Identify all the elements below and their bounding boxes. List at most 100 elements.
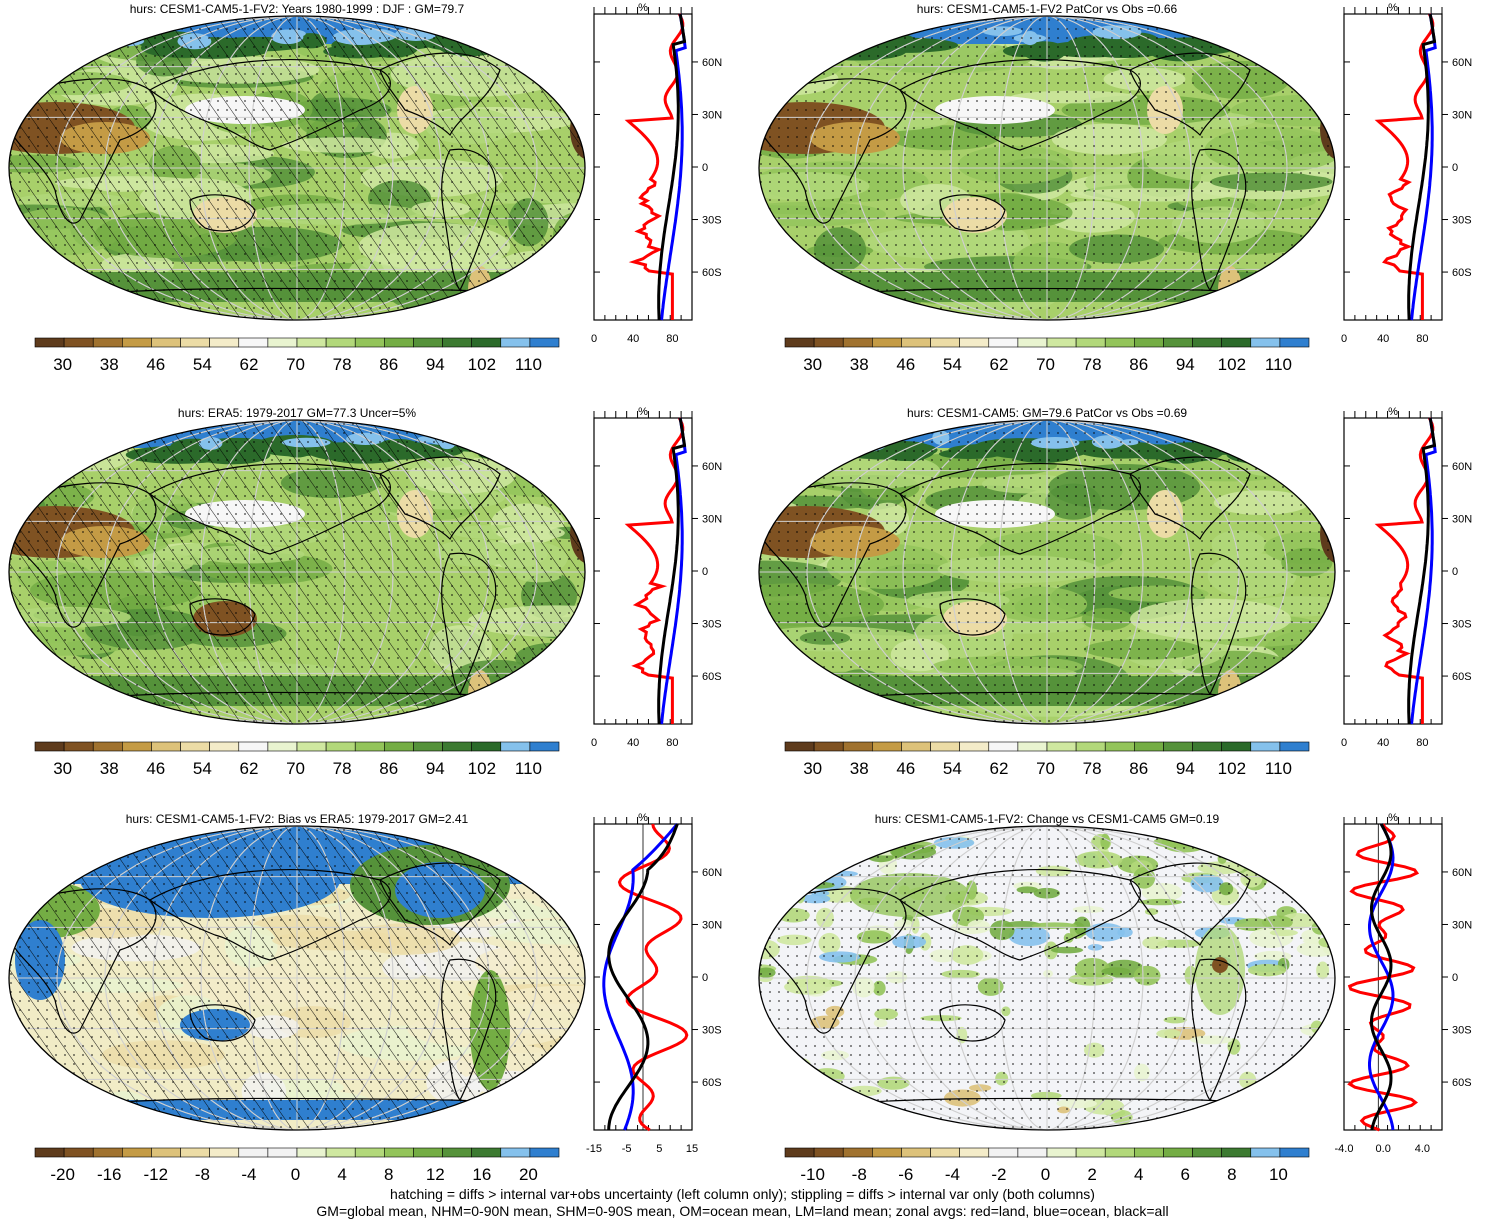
latitude-label: 60N bbox=[702, 461, 722, 473]
colorbar-swatch bbox=[842, 741, 873, 752]
zonal-tick-label: -5 bbox=[622, 1143, 632, 1155]
latitude-label: 60N bbox=[1452, 867, 1472, 879]
colorbar-swatch bbox=[34, 337, 65, 348]
colorbar-swatch bbox=[813, 1147, 844, 1158]
latitude-label: 60N bbox=[702, 57, 722, 69]
colorbar-swatch bbox=[500, 1147, 531, 1158]
zonal-tick-label: 0 bbox=[591, 333, 597, 345]
latitude-label: 30S bbox=[1452, 1025, 1472, 1037]
colorbar-swatch bbox=[842, 1147, 873, 1158]
colorbar-label: 54 bbox=[193, 759, 212, 778]
zonal-tick-label: 5 bbox=[656, 1143, 662, 1155]
colorbar-swatch bbox=[1075, 337, 1106, 348]
colorbar-swatch bbox=[1192, 1147, 1222, 1158]
panel-graphics: -10 -8 -6 -4 -2 0 2 4 6 8 10% -4.0 0.0 4.0 60N 30N 0 30S 6… bbox=[758, 812, 1473, 1184]
zonal-tick-label: 80 bbox=[1416, 737, 1428, 749]
colorbar-label: -12 bbox=[144, 1165, 169, 1184]
colorbar-swatch bbox=[872, 741, 902, 752]
latitude-label: 30S bbox=[702, 1025, 722, 1037]
stippling-overlay bbox=[759, 16, 1335, 320]
colorbar-swatch bbox=[122, 741, 152, 752]
latitude-label: 60S bbox=[702, 1077, 722, 1089]
colorbar-swatch bbox=[1104, 337, 1135, 348]
colorbar-label: 54 bbox=[943, 759, 962, 778]
colorbar-label: -8 bbox=[195, 1165, 210, 1184]
colorbar-swatch bbox=[267, 741, 298, 752]
colorbar-swatch bbox=[1017, 1147, 1048, 1158]
colorbar-swatch bbox=[1221, 741, 1252, 752]
colorbar-label: 30 bbox=[53, 355, 72, 374]
panel-graphics: 30 38 46 54 62 70 78 86 94 102 110% 0 40 80 60N 30N 0 30S… bbox=[8, 406, 722, 778]
zonal-mean-plot: % -4.0 0.0 4.0 60N 30N 0 30S 60S bbox=[1335, 812, 1473, 1155]
colorbar-swatch bbox=[296, 1147, 327, 1158]
zonal-mean-plot: % 0 40 80 60N 30N 0 30S 60S bbox=[1341, 406, 1472, 749]
panel-p1: hurs: CESM1-CAM5-1-FV2: Years 1980-1999 … bbox=[0, 0, 735, 400]
colorbar-swatch bbox=[1075, 1147, 1106, 1158]
colorbar-swatch bbox=[296, 337, 327, 348]
colorbar-swatch bbox=[92, 741, 123, 752]
map-outline bbox=[8, 15, 586, 321]
colorbar-label: 102 bbox=[468, 759, 496, 778]
colorbar-swatch bbox=[325, 741, 356, 752]
colorbar-label: 78 bbox=[1083, 759, 1102, 778]
colorbar-label: 0 bbox=[1041, 1165, 1050, 1184]
zonal-mean-plot: % 0 40 80 60N 30N 0 30S 60S bbox=[591, 2, 722, 345]
colorbar-swatch bbox=[959, 337, 990, 348]
latitude-label: 30S bbox=[1452, 215, 1472, 227]
map-title: hurs: CESM1-CAM5-1-FV2: Bias vs ERA5: 19… bbox=[125, 812, 469, 826]
zonal-tick-label: 15 bbox=[686, 1143, 698, 1155]
colorbar-swatch bbox=[92, 337, 123, 348]
colorbar-swatch bbox=[784, 337, 815, 348]
colorbar-swatch bbox=[988, 1147, 1019, 1158]
stippling-overlay bbox=[9, 16, 585, 320]
colorbar-label: 94 bbox=[1176, 355, 1195, 374]
latitude-label: 0 bbox=[1452, 972, 1458, 984]
colorbar-label: 46 bbox=[146, 759, 165, 778]
colorbar-swatch bbox=[296, 741, 327, 752]
world-map bbox=[9, 420, 585, 724]
colorbar-swatch bbox=[1279, 741, 1310, 752]
colorbar-swatch bbox=[325, 1147, 356, 1158]
colorbar-label: 110 bbox=[515, 355, 542, 374]
colorbar-label: 46 bbox=[146, 355, 165, 374]
latitude-label: 30N bbox=[1452, 513, 1472, 525]
colorbar-swatch bbox=[63, 1147, 94, 1158]
colorbar-swatch bbox=[1046, 337, 1077, 348]
panel-graphics: 30 38 46 54 62 70 78 86 94 102 110% 0 40 80 60N 30N 0 30S… bbox=[758, 406, 1472, 778]
colorbar-swatch bbox=[238, 337, 269, 348]
colorbar-label: 30 bbox=[53, 759, 72, 778]
colorbar-label: -16 bbox=[97, 1165, 122, 1184]
panel-p2: hurs: CESM1-CAM5-1-FV2 PatCor vs Obs =0.… bbox=[750, 0, 1485, 400]
colorbar-swatch bbox=[1279, 337, 1310, 348]
zonal-tick-label: 0 bbox=[1341, 333, 1347, 345]
colorbar-label: 12 bbox=[426, 1165, 445, 1184]
colorbar-swatch bbox=[1075, 741, 1106, 752]
zonal-tick-label: 40 bbox=[627, 737, 639, 749]
colorbar-swatch bbox=[63, 741, 94, 752]
colorbar-swatch bbox=[1250, 1147, 1281, 1158]
latitude-label: 30N bbox=[1452, 919, 1472, 931]
colorbar-swatch bbox=[813, 741, 844, 752]
colorbar-swatch bbox=[872, 337, 902, 348]
colorbar-label: 86 bbox=[379, 759, 398, 778]
colorbar-swatch bbox=[529, 1147, 560, 1158]
colorbar-label: 30 bbox=[803, 355, 822, 374]
map-title: hurs: CESM1-CAM5-1-FV2: Years 1980-1999 … bbox=[129, 2, 465, 16]
colorbar-label: 4 bbox=[337, 1165, 346, 1184]
colorbar-swatch bbox=[529, 337, 560, 348]
colorbar-swatch bbox=[784, 1147, 815, 1158]
map-outline bbox=[758, 825, 1336, 1131]
colorbar-label: 78 bbox=[333, 355, 352, 374]
colorbar-label: 102 bbox=[1218, 355, 1246, 374]
colorbar-swatch bbox=[1221, 337, 1252, 348]
stippling-overlay bbox=[9, 826, 585, 1130]
zonal-tick-label: 80 bbox=[1416, 333, 1428, 345]
colorbar-swatch bbox=[959, 1147, 990, 1158]
colorbar-label: 62 bbox=[240, 759, 259, 778]
panel-p5: hurs: CESM1-CAM5-1-FV2: Bias vs ERA5: 19… bbox=[0, 810, 735, 1210]
zonal-all-line bbox=[607, 823, 679, 1131]
latitude-label: 0 bbox=[702, 162, 708, 174]
zonal-ocean-line bbox=[1410, 417, 1437, 725]
colorbar-label: 6 bbox=[1181, 1165, 1190, 1184]
latitude-label: 60S bbox=[1452, 1077, 1472, 1089]
